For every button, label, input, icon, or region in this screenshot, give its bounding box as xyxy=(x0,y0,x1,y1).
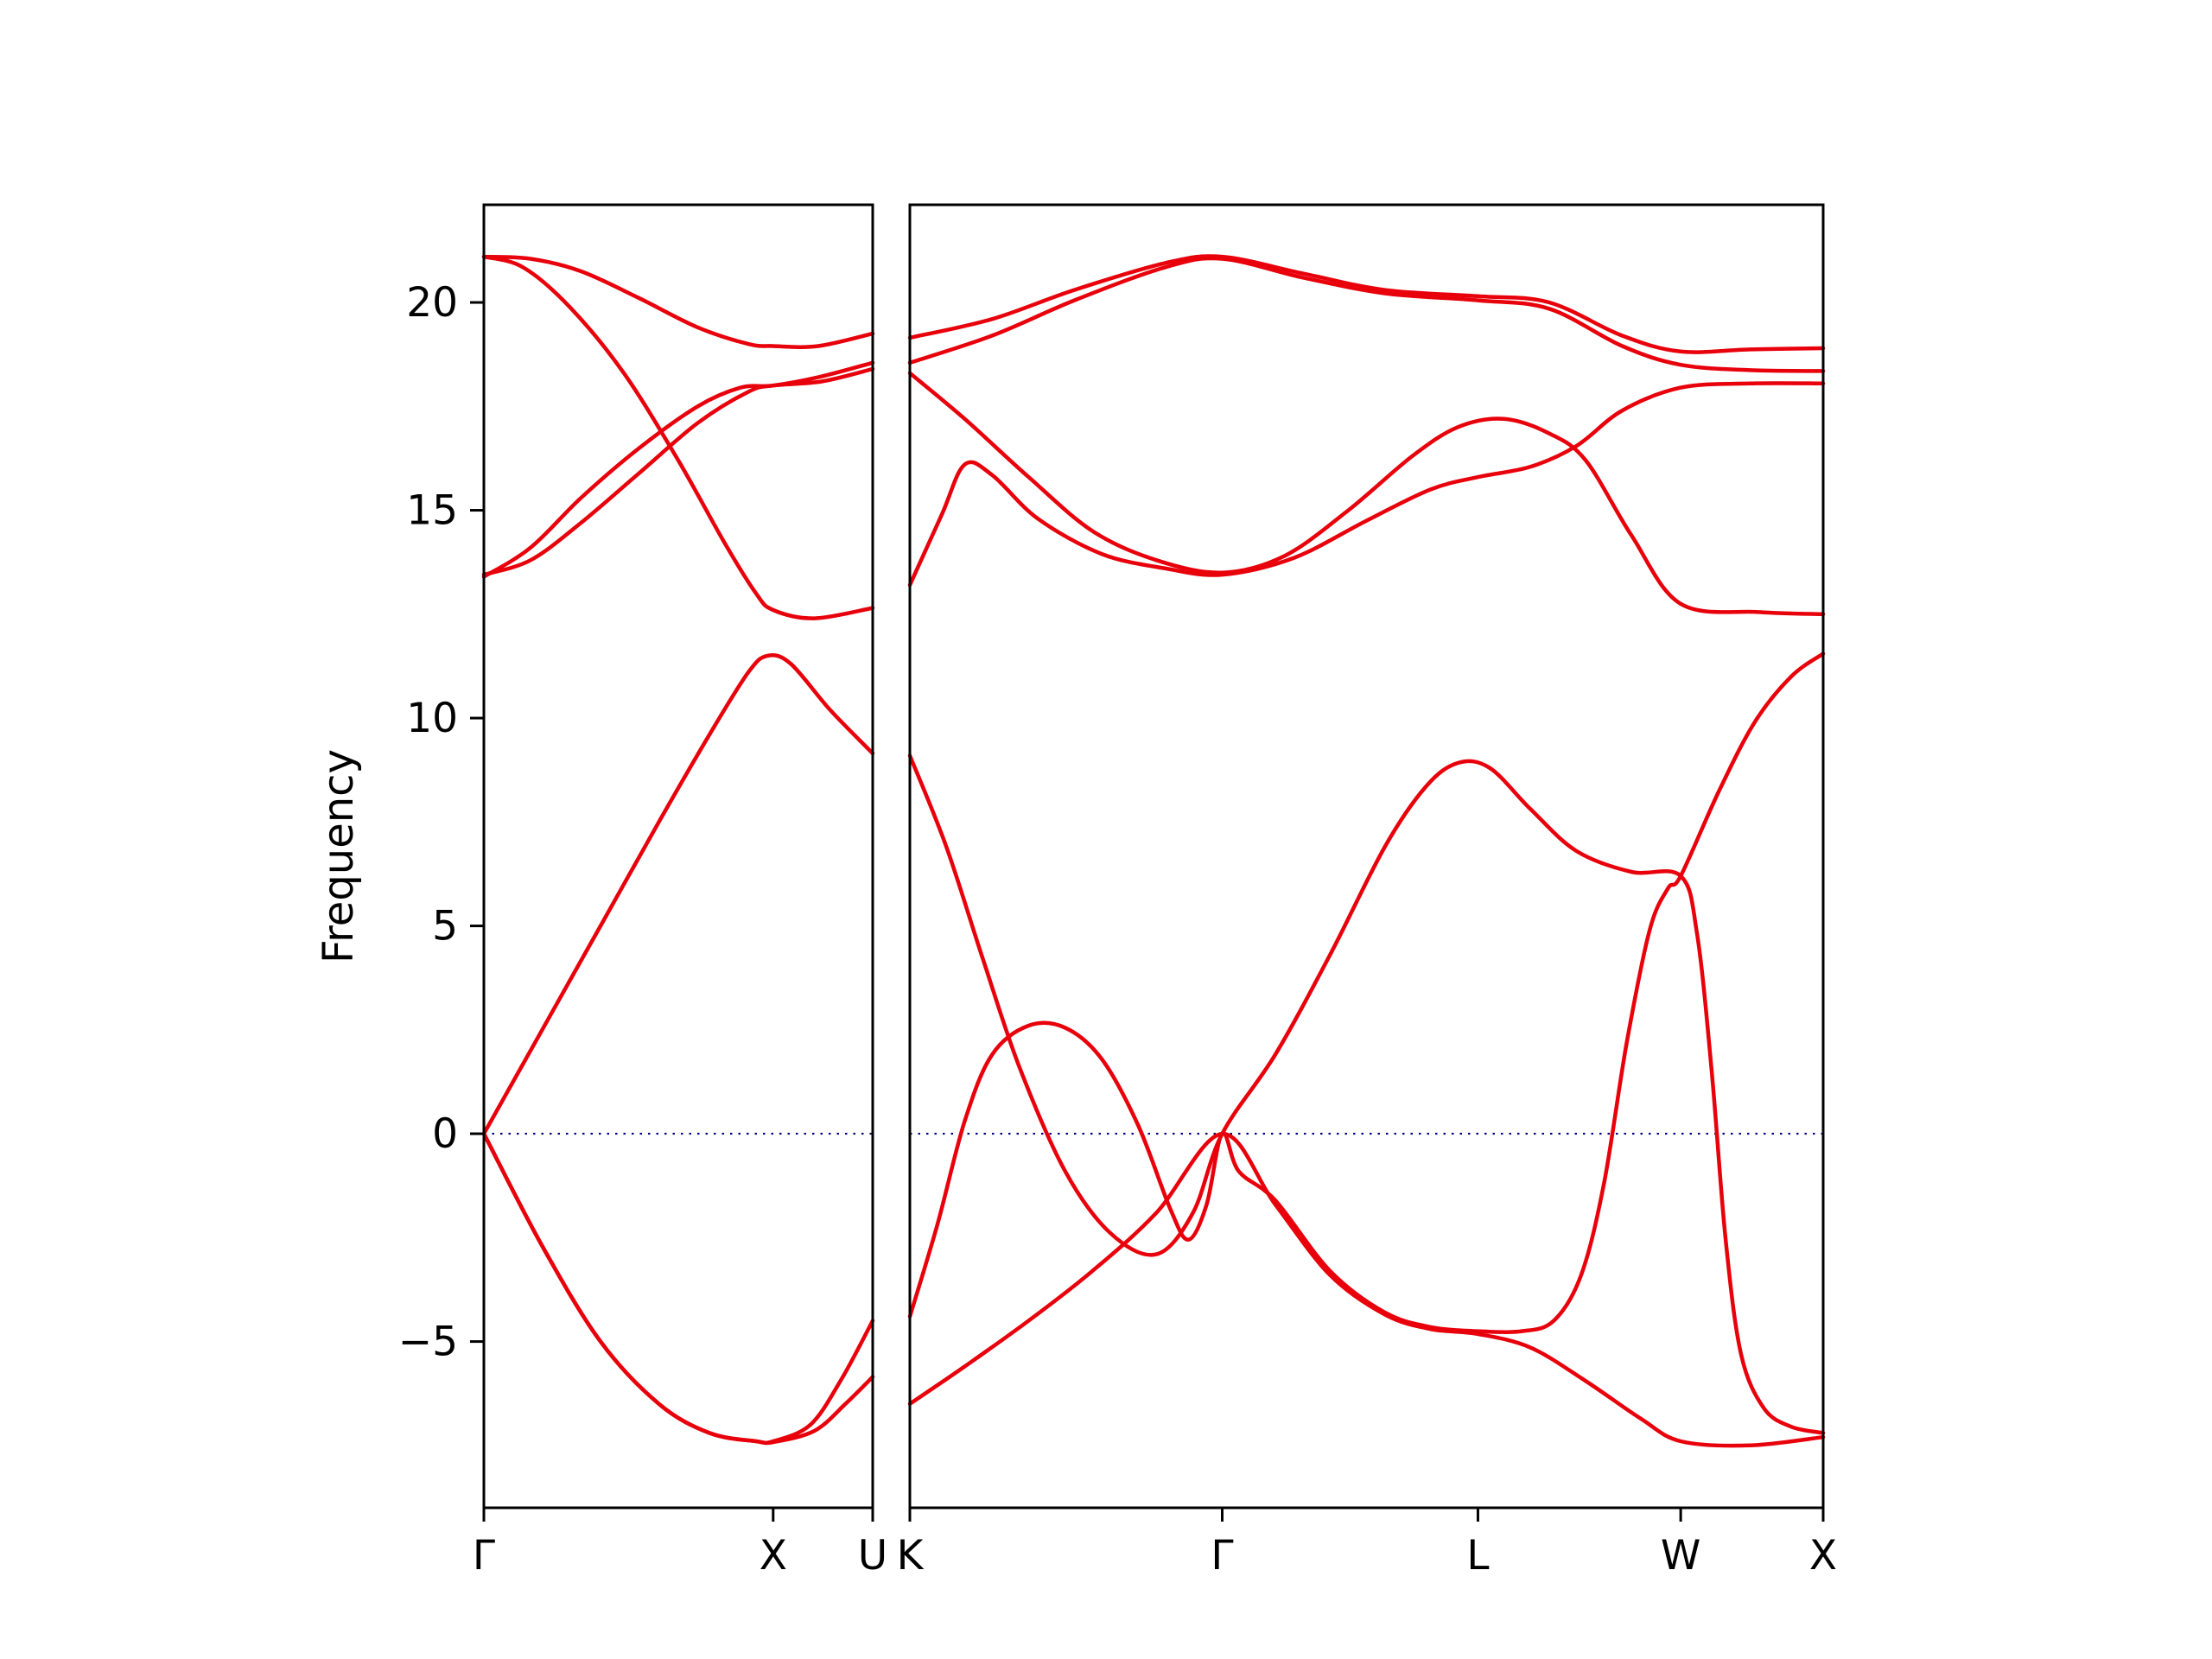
band-curve xyxy=(481,366,875,577)
band-curve xyxy=(907,1131,1826,1448)
y-tick-label: 15 xyxy=(406,487,458,535)
band-curve xyxy=(481,653,875,1136)
x-tick-label: U xyxy=(858,1532,887,1580)
band-curve xyxy=(481,360,875,579)
y-tick-label: 10 xyxy=(406,695,458,742)
y-axis-label: Frequency xyxy=(315,749,363,963)
y-tick-label: 20 xyxy=(406,279,458,327)
x-tick-label: Γ xyxy=(1211,1532,1233,1580)
band-curve xyxy=(481,1131,875,1446)
band-curve xyxy=(907,256,1826,373)
x-tick-label: X xyxy=(760,1532,787,1580)
x-tick-label: K xyxy=(897,1532,925,1580)
y-tick-label: 0 xyxy=(432,1110,458,1158)
band-curve xyxy=(907,652,1826,1334)
left-panel-frame xyxy=(482,203,874,1510)
x-tick-label: W xyxy=(1661,1532,1700,1580)
band-curve xyxy=(907,753,1826,1435)
y-tick-label: 5 xyxy=(432,903,458,950)
x-tick-label: X xyxy=(1809,1532,1837,1580)
x-tick-label: Γ xyxy=(473,1532,495,1580)
band-curve xyxy=(481,254,875,620)
right-panel-frame xyxy=(908,203,1825,1510)
band-curve xyxy=(481,1131,875,1446)
band-curve xyxy=(907,381,1826,588)
band-curve xyxy=(907,371,1826,617)
band-curve xyxy=(907,254,1826,354)
x-tick-label: L xyxy=(1466,1532,1489,1580)
y-tick-label: −5 xyxy=(398,1319,458,1366)
band-curve xyxy=(481,254,875,349)
